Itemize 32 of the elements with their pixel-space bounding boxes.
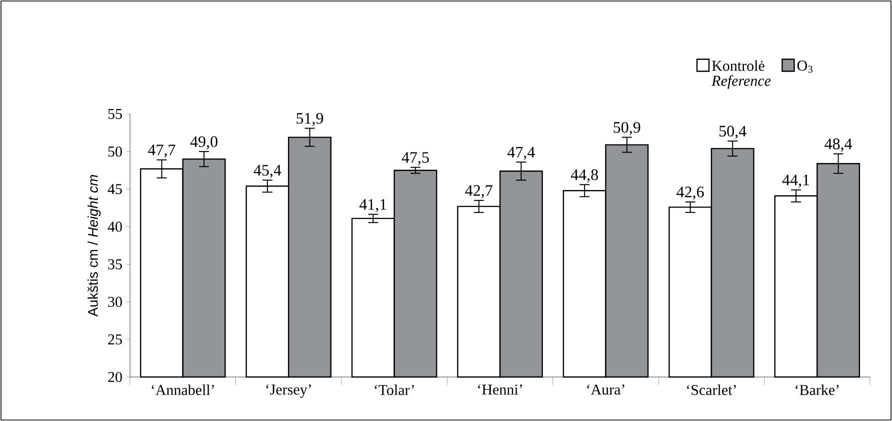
data-label: 42,6	[676, 186, 704, 200]
data-label: 47,4	[507, 146, 535, 160]
x-tick-label: ‘Jersey’	[266, 384, 311, 398]
y-tick-label: 35	[108, 259, 122, 270]
y-tick-label: 30	[108, 296, 122, 307]
y-tick-label: 50	[108, 146, 122, 157]
y-tick-label: 55	[108, 109, 122, 119]
legend-label: O$_{3}$	[797, 60, 812, 73]
x-tick-label: ‘Scarlet’	[687, 384, 736, 396]
y-tick-label: 45	[108, 184, 122, 194]
data-label: 44,1	[782, 174, 810, 188]
x-tick-label: ‘Henni’	[478, 384, 522, 395]
x-tick-label: ‘Annabell’	[152, 384, 214, 396]
data-label: 48,4	[824, 138, 852, 152]
y-tick-label: 25	[108, 334, 122, 344]
data-label: 44,8	[570, 169, 598, 182]
y-tick-label: 40	[108, 222, 122, 232]
data-label: 42,7	[465, 185, 492, 198]
data-label: 47,5	[402, 152, 429, 166]
data-label: 49,0	[190, 136, 218, 150]
data-label: 51,9	[296, 113, 324, 126]
x-tick-label: ‘Tolar’	[374, 384, 414, 396]
x-tick-label: ‘Aura’	[587, 384, 624, 395]
y-tick-label: 20	[108, 372, 122, 382]
data-label: 47,7	[148, 144, 176, 158]
data-label: 45,4	[254, 164, 282, 178]
data-label: 50,4	[720, 126, 746, 139]
data-label: 41,1	[359, 199, 386, 212]
y-axis-title: Aukštis cm / Height cm	[88, 174, 101, 317]
x-tick-label: ‘Barke’	[796, 384, 839, 396]
legend-label: Kontrolė Reference	[712, 60, 771, 89]
data-label: 50,9	[614, 122, 640, 136]
